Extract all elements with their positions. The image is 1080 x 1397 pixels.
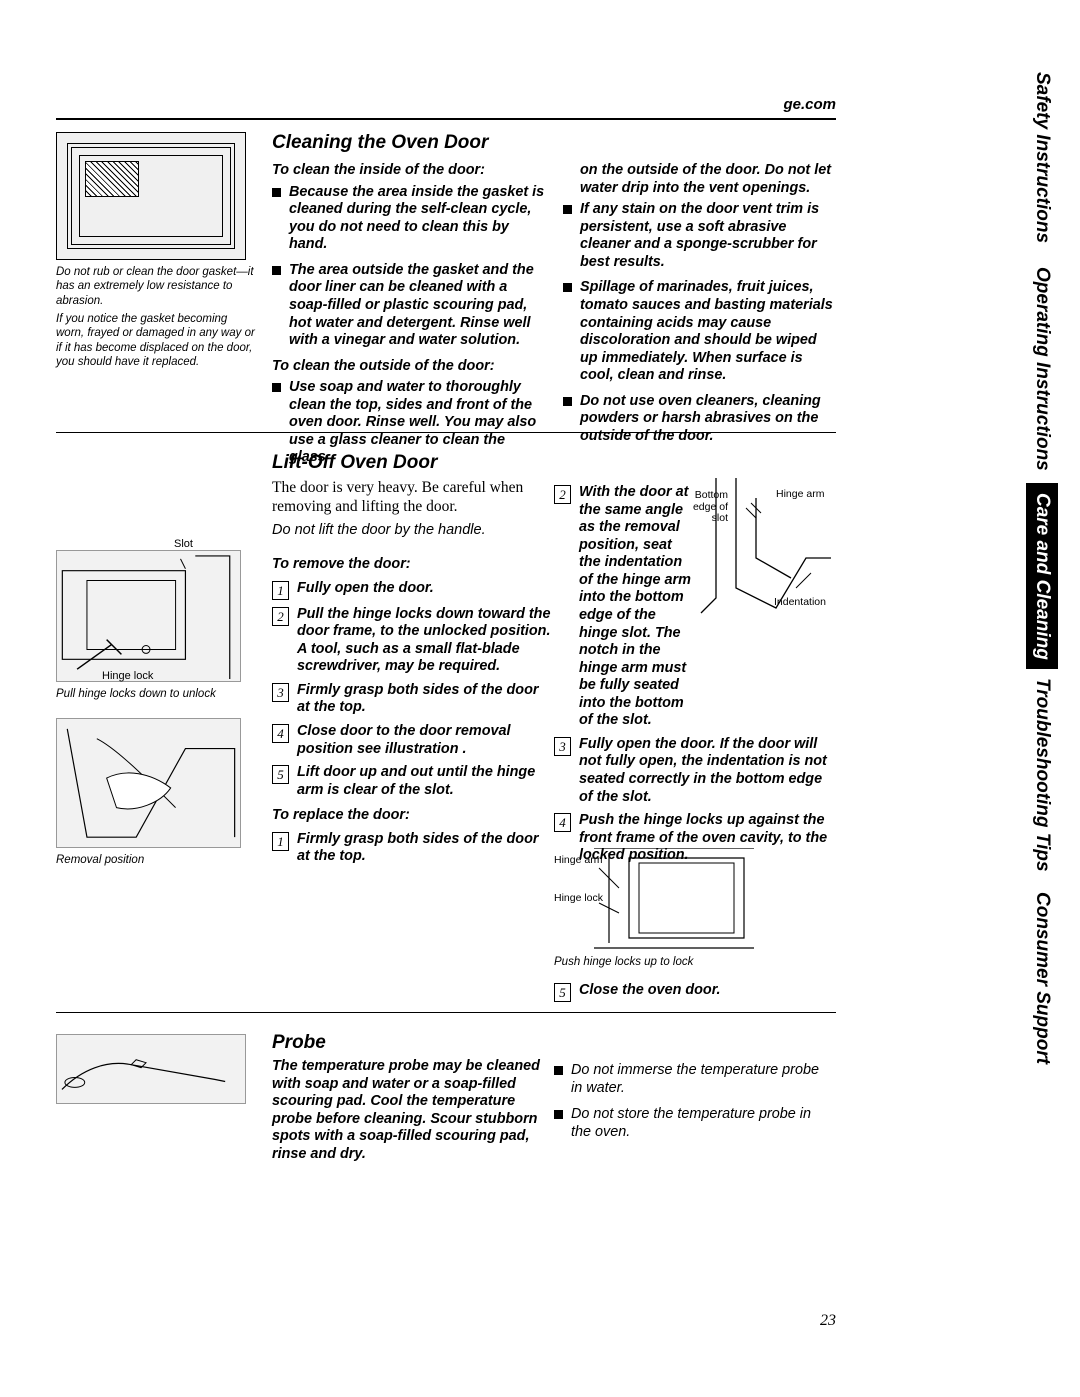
s1-b4: If any stain on the door vent trim is pe…	[580, 201, 836, 271]
page-content: ge.com Do not rub or clean the door gask…	[56, 60, 836, 1340]
tab-care[interactable]: Care and Cleaning	[1026, 483, 1058, 669]
illus2a-hinge-label: Hinge lock	[102, 670, 153, 682]
section2-intro: The door is very heavy. Be careful when …	[272, 478, 547, 517]
section2-col2: 2 With the door at the same angle as the …	[554, 478, 834, 871]
step-num: 5	[272, 765, 289, 784]
hinge-unlock-illustration	[56, 550, 241, 682]
s2-p5: Close the oven door.	[579, 982, 834, 1002]
tab-operating[interactable]: Operating Instructions	[1026, 255, 1058, 483]
section1-heading: Cleaning the Oven Door	[272, 132, 488, 154]
s1-b3b: on the outside of the door. Do not let w…	[563, 162, 836, 197]
section2-warning: Do not lift the door by the handle.	[272, 522, 547, 538]
illus2a-slot-label: Slot	[174, 538, 193, 550]
s2-remove-head: To remove the door:	[272, 556, 552, 574]
s1-sub2: To clean the outside of the door:	[272, 358, 545, 376]
s2-r2: Pull the hinge locks down toward the doo…	[297, 606, 552, 676]
s2-r4: Close door to the door removal position …	[297, 723, 552, 758]
s2-p3: Fully open the door. If the door will no…	[579, 736, 834, 806]
section1-col-left: To clean the inside of the door: Because…	[272, 162, 545, 475]
tab-safety[interactable]: Safety Instructions	[1026, 60, 1058, 255]
s1-b1: Because the area inside the gasket is cl…	[289, 184, 545, 254]
illus2b-caption: Removal position	[56, 854, 144, 866]
illus2a-caption: Pull hinge locks down to unlock	[56, 688, 252, 700]
side-tabs: Safety Instructions Operating Instructio…	[1026, 60, 1060, 1160]
section2-rule	[56, 1012, 836, 1013]
page-number: 23	[820, 1312, 836, 1330]
tab-troubleshooting[interactable]: Troubleshooting Tips	[1026, 669, 1058, 881]
step-num: 3	[554, 737, 571, 756]
step-num: 4	[272, 724, 289, 743]
illus2d-caption: Push hinge locks up to lock	[554, 956, 693, 968]
s1-b6: Do not use oven cleaners, cleaning powde…	[580, 393, 836, 446]
s2-r1: Fully open the door.	[297, 580, 552, 600]
section2-col1: To remove the door: 1 Fully open the door…	[272, 548, 552, 872]
s3-b2: Do not store the temperature probe in th…	[571, 1106, 834, 1142]
s1-b5: Spillage of marinades, fruit juices, tom…	[580, 279, 836, 384]
probe-illustration	[56, 1034, 246, 1104]
section3-bullets: Do not immerse the temperature probe in …	[554, 1058, 834, 1149]
step-num: 5	[554, 983, 571, 1002]
step-num: 3	[272, 683, 289, 702]
step-num: 1	[272, 832, 289, 851]
s2-replace-head: To replace the door:	[272, 807, 552, 825]
section2-heading: Lift-Off Oven Door	[272, 452, 437, 474]
section1-col-right: on the outside of the door. Do not let w…	[563, 162, 836, 475]
s1-sub1: To clean the inside of the door:	[272, 162, 545, 180]
section3-body: The temperature probe may be cleaned wit…	[272, 1058, 552, 1163]
removal-position-illustration	[56, 718, 241, 848]
step-num: 1	[272, 581, 289, 600]
s3-b1: Do not immerse the temperature probe in …	[571, 1062, 834, 1098]
step-num: 2	[272, 607, 289, 626]
tab-consumer[interactable]: Consumer Support	[1026, 881, 1058, 1076]
oven-door-illustration	[56, 132, 246, 260]
hinge-lock-illustration	[554, 848, 754, 952]
s2-p2: With the door at the same angle as the r…	[579, 484, 834, 730]
step-num: 4	[554, 813, 571, 832]
s2-r5: Lift door up and out until the hinge arm…	[297, 764, 552, 799]
s2-r3: Firmly grasp both sides of the door at t…	[297, 682, 552, 717]
top-rule	[56, 118, 836, 120]
step-num: 2	[554, 485, 571, 504]
s1-b2: The area outside the gasket and the door…	[289, 262, 545, 350]
header-url: ge.com	[783, 96, 836, 113]
gasket-note-2: If you notice the gasket becoming worn, …	[56, 312, 256, 370]
gasket-note-1: Do not rub or clean the door gasket—it h…	[56, 265, 256, 308]
s2-p1: Firmly grasp both sides of the door at t…	[297, 831, 552, 866]
section3-heading: Probe	[272, 1032, 326, 1054]
